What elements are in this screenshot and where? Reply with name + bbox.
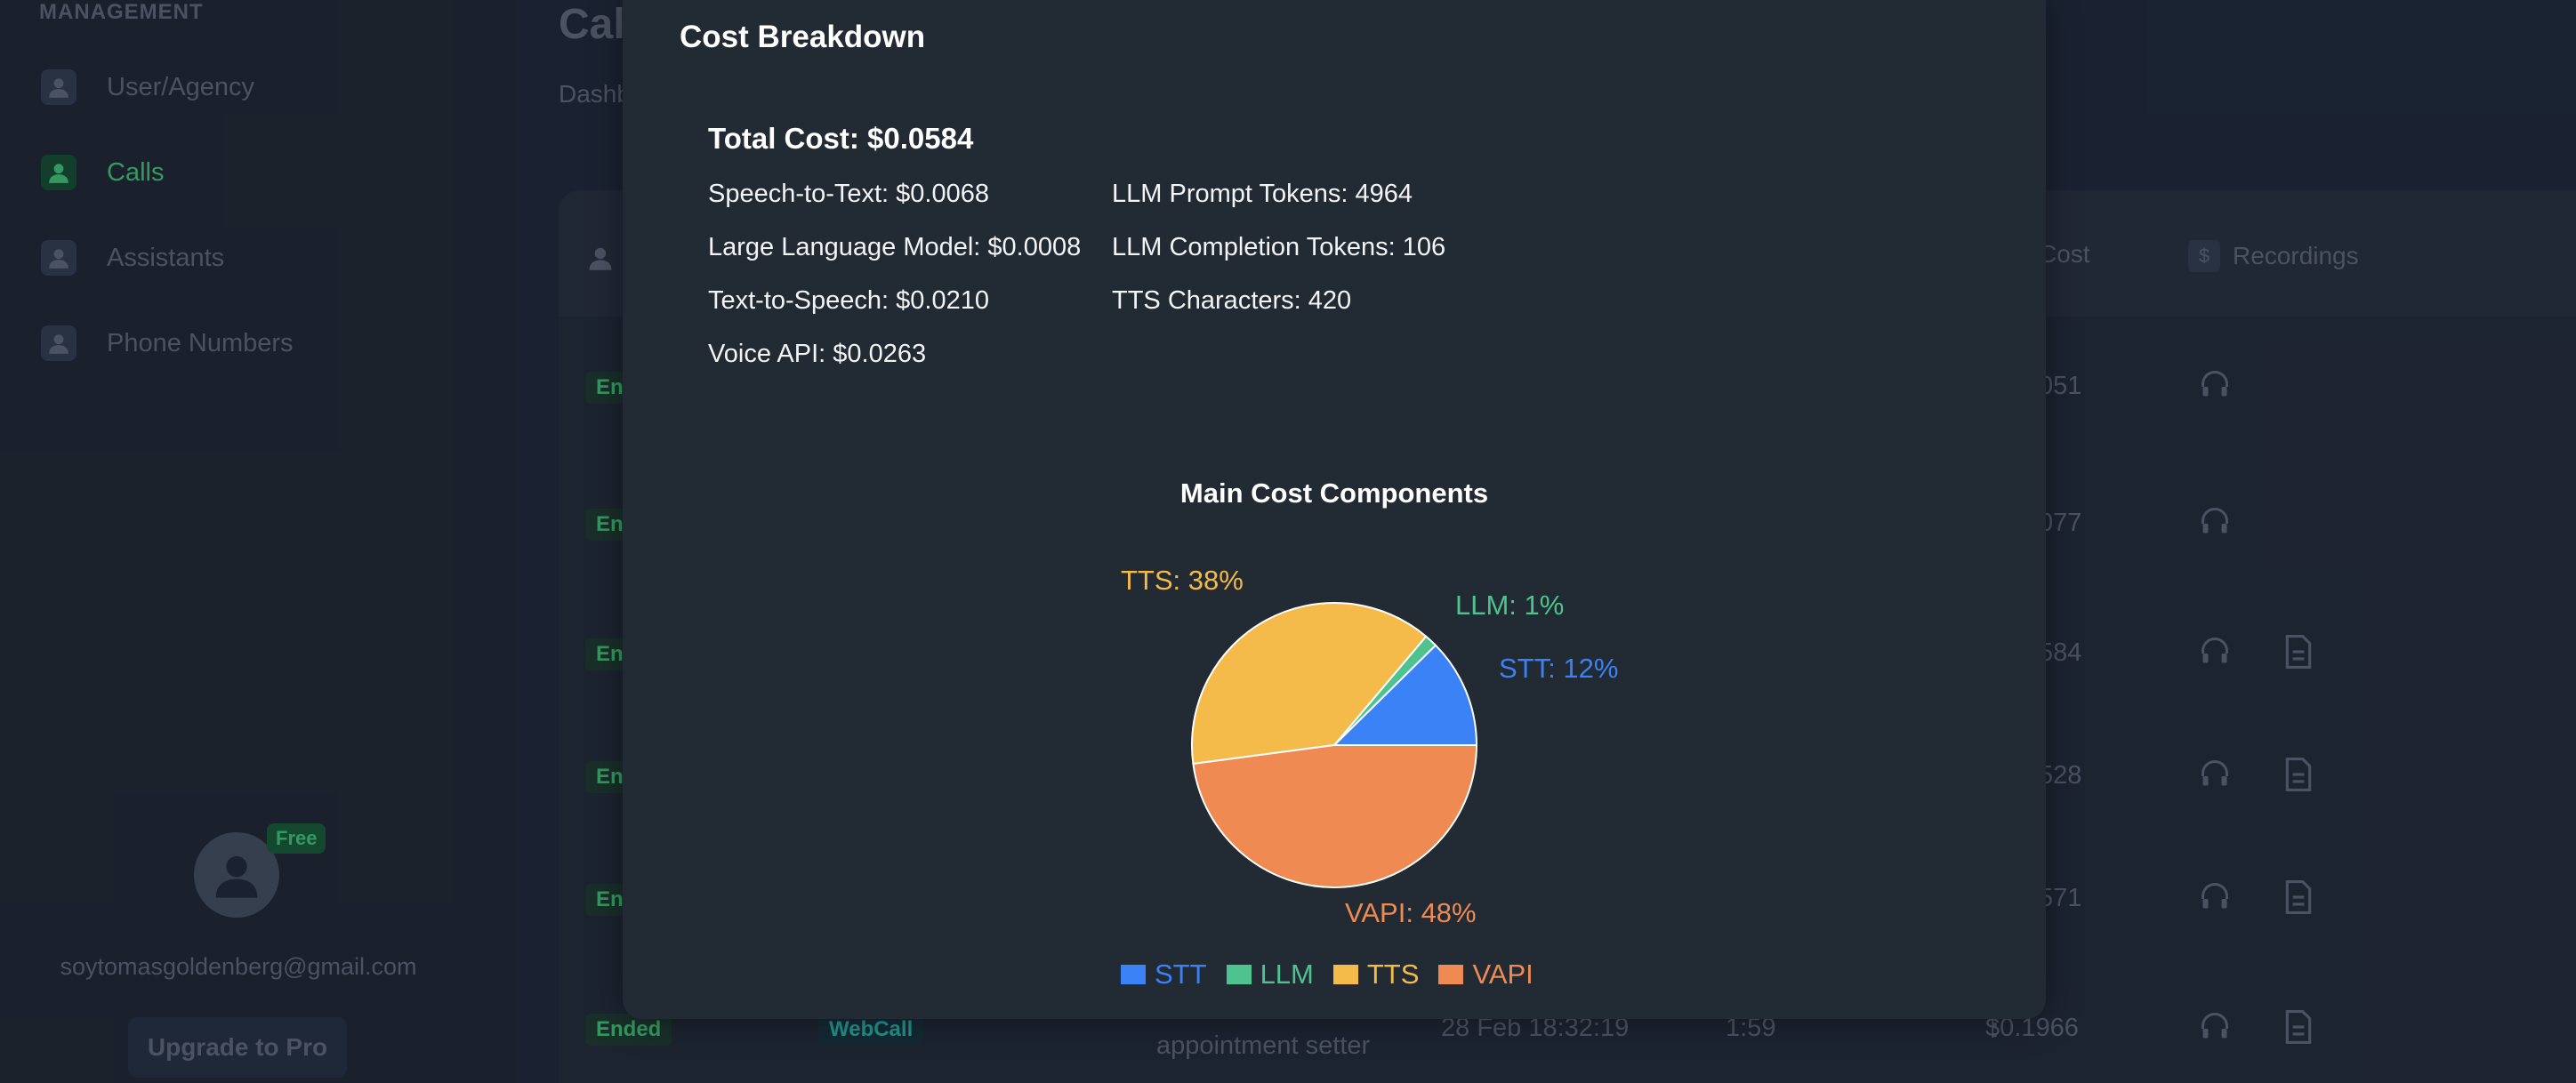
sidebar-item-label: Calls xyxy=(107,157,165,187)
breadcrumb[interactable]: Dashb xyxy=(559,80,631,108)
document-icon[interactable] xyxy=(2284,635,2313,669)
slice-label-vapi: VAPI: 48% xyxy=(1345,897,1477,928)
user-icon xyxy=(41,240,76,276)
page-title: Cal xyxy=(559,1,625,48)
status-badge: Ended xyxy=(585,1014,672,1046)
dollar-icon: $ xyxy=(2188,240,2220,272)
sidebar-item-label: Phone Numbers xyxy=(107,328,294,357)
upgrade-button[interactable]: Upgrade to Pro xyxy=(128,1017,347,1078)
legend-swatch xyxy=(1332,965,1358,984)
legend-item-stt[interactable]: STT xyxy=(1121,959,1207,991)
tts-cost: Text-to-Speech: $0.0210 xyxy=(708,286,989,315)
headphones-icon[interactable] xyxy=(2199,880,2231,912)
sidebar-section-label: MANAGEMENT xyxy=(39,0,204,24)
headphones-icon[interactable] xyxy=(2199,758,2231,790)
row-cost: 077 xyxy=(2039,509,2082,537)
legend-item-vapi[interactable]: VAPI xyxy=(1438,959,1534,991)
user-icon xyxy=(41,69,76,105)
sidebar-item-calls[interactable]: Calls xyxy=(41,149,164,196)
sidebar-item-label: Assistants xyxy=(107,243,225,272)
header-recordings[interactable]: $ Recordings xyxy=(2188,240,2359,272)
user-icon xyxy=(41,155,76,190)
user-icon xyxy=(41,325,76,361)
pie-slice-vapi[interactable] xyxy=(1192,744,1478,888)
legend-swatch xyxy=(1226,965,1252,984)
stt-cost: Speech-to-Text: $0.0068 xyxy=(708,180,989,208)
user-icon xyxy=(215,856,258,898)
row-cost: 584 xyxy=(2039,638,2082,667)
row-cost: 528 xyxy=(2039,761,2082,790)
legend-label: STT xyxy=(1155,959,1207,990)
row-assistant: appointment setter xyxy=(1156,1031,1371,1060)
headphones-icon[interactable] xyxy=(2199,505,2231,537)
modal-title: Cost Breakdown xyxy=(680,20,926,54)
sidebar: MANAGEMENT User/Agency Calls Assistants … xyxy=(0,0,516,1083)
slice-label-llm: LLM: 1% xyxy=(1455,590,1564,621)
legend-swatch xyxy=(1438,965,1464,984)
sidebar-item-label: User/Agency xyxy=(107,72,255,101)
sidebar-item-assistants[interactable]: Assistants xyxy=(41,235,224,281)
total-cost: Total Cost: $0.0584 xyxy=(708,122,974,155)
cost-breakdown-modal: Cost Breakdown Total Cost: $0.0584 Speec… xyxy=(623,0,2046,1019)
llm-prompt-tokens: LLM Prompt Tokens: 4964 xyxy=(1112,180,1413,208)
sidebar-item-user-agency[interactable]: User/Agency xyxy=(41,64,254,110)
slice-label-tts: TTS: 38% xyxy=(1121,565,1244,596)
pie-chart: STT: 12% LLM: 1% TTS: 38% VAPI: 48% xyxy=(1121,565,1618,928)
legend-swatch xyxy=(1121,965,1146,984)
headphones-icon[interactable] xyxy=(2199,1010,2231,1042)
headphones-icon[interactable] xyxy=(2199,635,2231,667)
avatar[interactable] xyxy=(194,832,279,918)
voice-api-cost: Voice API: $0.0263 xyxy=(708,340,927,368)
chart-legend: STT LLM TTS VAPI xyxy=(1121,959,1534,991)
slice-label-stt: STT: 12% xyxy=(1499,653,1618,684)
pie-slice-stt[interactable] xyxy=(1332,644,1478,746)
legend-label: VAPI xyxy=(1472,959,1534,990)
document-icon[interactable] xyxy=(2284,758,2313,791)
sidebar-item-phone-numbers[interactable]: Phone Numbers xyxy=(41,320,294,366)
tts-characters: TTS Characters: 420 xyxy=(1112,286,1352,315)
row-cost: 051 xyxy=(2039,372,2082,400)
header-user-column xyxy=(587,240,614,276)
chart-title: Main Cost Components xyxy=(1179,477,1489,509)
llm-completion-tokens: LLM Completion Tokens: 106 xyxy=(1112,233,1446,261)
user-icon xyxy=(589,247,612,270)
legend-label: LLM xyxy=(1260,959,1314,990)
pie-slice-tts[interactable] xyxy=(1191,602,1428,766)
user-email: soytomasgoldenberg@gmail.com xyxy=(60,953,417,980)
document-icon[interactable] xyxy=(2284,880,2313,914)
row-cost: 571 xyxy=(2039,884,2082,912)
legend-label: TTS xyxy=(1366,959,1420,990)
legend-item-llm[interactable]: LLM xyxy=(1226,959,1314,991)
call-type-badge: WebCall xyxy=(818,1014,924,1046)
plan-badge: Free xyxy=(267,823,326,854)
header-cost[interactable]: Cost xyxy=(2039,240,2090,268)
llm-cost: Large Language Model: $0.0008 xyxy=(708,233,1082,261)
document-icon[interactable] xyxy=(2284,1010,2313,1044)
legend-item-tts[interactable]: TTS xyxy=(1332,959,1420,991)
headphones-icon[interactable] xyxy=(2199,368,2231,400)
